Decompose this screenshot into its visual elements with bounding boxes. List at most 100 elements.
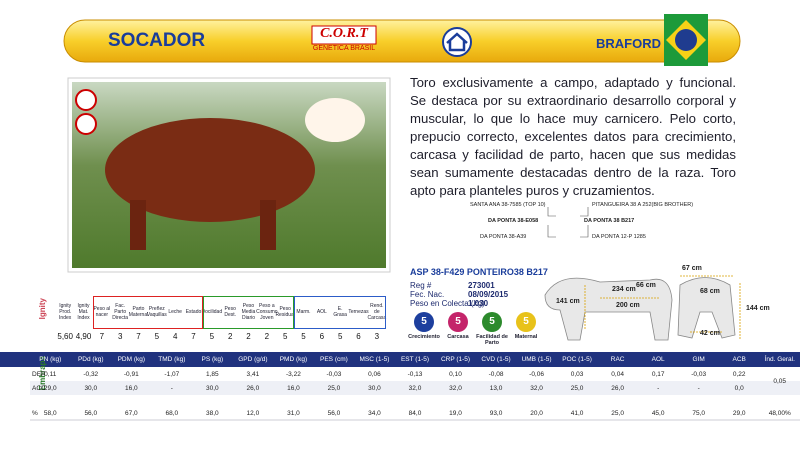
cell: 0,22 [732,370,746,378]
home-icon [446,32,468,52]
cell: -0,32 [83,370,99,378]
ignity-value: 5,60 [57,332,73,341]
pedigree: DA PONTA 38 B217 [584,218,635,224]
column-header: GIM [692,356,705,363]
cell: 0,04 [611,370,624,378]
cell: 16,0 [287,384,300,392]
column-header: PES (cm) [320,356,348,363]
badge-label: Carcasa [447,334,469,340]
column-header: PMD (kg) [279,356,308,363]
cell: 0,06 [368,370,381,378]
cell: 34,0 [368,409,381,417]
cell: 25,0 [327,384,341,392]
side-logo: Ignity [38,298,47,320]
column-header: Índ. Geral. [764,356,795,363]
cell: 0,17 [651,370,665,378]
column-header: CVD (1-5) [481,356,511,363]
cell: 32,0 [530,384,543,392]
measure-label: 42 cm [700,330,720,337]
measure-label: 144 cm [746,305,770,312]
cell: 0,11 [44,370,57,378]
cell: 31,0 [287,409,300,417]
cell: 56,0 [327,409,341,417]
ignity-header: Rend. de Carcasa [367,303,387,321]
brazil-flag [664,14,708,66]
cell: - [697,384,700,392]
ignity-value: 2 [264,332,270,341]
ignity-header: Peso Dest. [224,306,236,318]
ignity-header: Parto Maternal [128,306,149,318]
ignity-value: 3 [374,332,380,341]
field-value: 08/09/2015 [468,290,509,299]
cell: 32,0 [408,384,422,392]
cell: 26,0 [246,384,260,392]
cell: 56,0 [84,409,98,417]
group-border [202,296,295,329]
cell: 30,0 [206,384,219,392]
cell: -0,13 [407,370,423,378]
column-header: MSC (1-5) [359,356,390,363]
cell: 0,05 [773,377,787,385]
cell: 67,0 [124,409,138,417]
pedigree: PITANGUEIRA 38 A 252(BIG BROTHER) [592,202,694,208]
cell: -0,08 [488,370,504,378]
row-label: DEP [32,370,46,378]
logo: C.O.R.T [320,26,368,41]
cell: 25,0 [570,384,584,392]
ignity-value: 4 [172,332,178,341]
ignity-value: 5 [154,332,160,341]
cell: - [657,384,660,392]
measure-label: 141 cm [556,298,580,305]
ignity-header: Peso Media Diario [241,303,256,321]
ignity-header: Docilidad [201,309,223,315]
cell: 3,41 [246,370,260,378]
ignity-header: AOL [316,309,327,315]
badge-label: Maternal [514,334,538,340]
cell: -0,06 [529,370,544,378]
cell: 41,0 [570,409,584,417]
column-header: ACB [732,356,746,363]
epd-table: PN (kg) PDd (kg) PDM (kg) TMD (kg) PS (kg) GP… [0,352,800,422]
table-header-bg [0,352,800,367]
field-value: 273001 [468,281,495,290]
ignity-header: Peso al nacer [93,306,111,318]
cell: 84,0 [408,409,422,417]
column-header: GPD (g/d) [238,356,268,363]
measure-label: 234 cm [612,286,636,293]
ignity-value: 2 [227,332,233,341]
ignity-header: Preñez Vaquillas [146,306,167,318]
pedigree-lines [547,207,589,238]
ignity-value: 6 [356,332,361,341]
cell: 20,0 [530,409,543,417]
cell: 29,0 [732,409,746,417]
bull-name: SOCADOR [108,30,206,51]
group-border [92,296,203,329]
header-bar [63,19,741,63]
cell: 29,0 [43,384,57,392]
cell: 38,0 [206,409,219,417]
ignity-header: E. Grasa [333,306,347,318]
field-label: Fec. Nac. [410,290,445,299]
ignity-header: Fac. Parto Directa [112,303,129,321]
measure-label: 66 cm [636,282,656,289]
logo-sub: GENÉTICA BRASIL [312,45,376,52]
pedigree: SANTA ANA 38-7585 (TOP 10) [470,202,546,208]
ignity-value: 7 [136,332,141,341]
badge: 5 [482,312,502,332]
column-header: RAC [610,356,625,363]
cow-silhouettes [544,277,736,341]
ignity-header: Ignity Prod. Index [59,303,72,321]
cell: 68,0 [165,409,179,417]
ignity-value: 5 [282,332,288,341]
ignity-header: Ternezas [348,309,369,315]
column-header: PS (kg) [201,356,224,363]
ignity-table: Ignity Prod. Index 5,60 Ignity Mat. Index 4… [56,296,386,346]
description: Toro exclusivamente a campo, adaptado y … [410,75,736,198]
row-label: % [32,409,38,417]
cell: 45,0 [651,409,665,417]
ignity-header: Leche [168,309,182,315]
badge-label: Crecimiento [408,334,440,340]
cell: -1,07 [164,370,180,378]
